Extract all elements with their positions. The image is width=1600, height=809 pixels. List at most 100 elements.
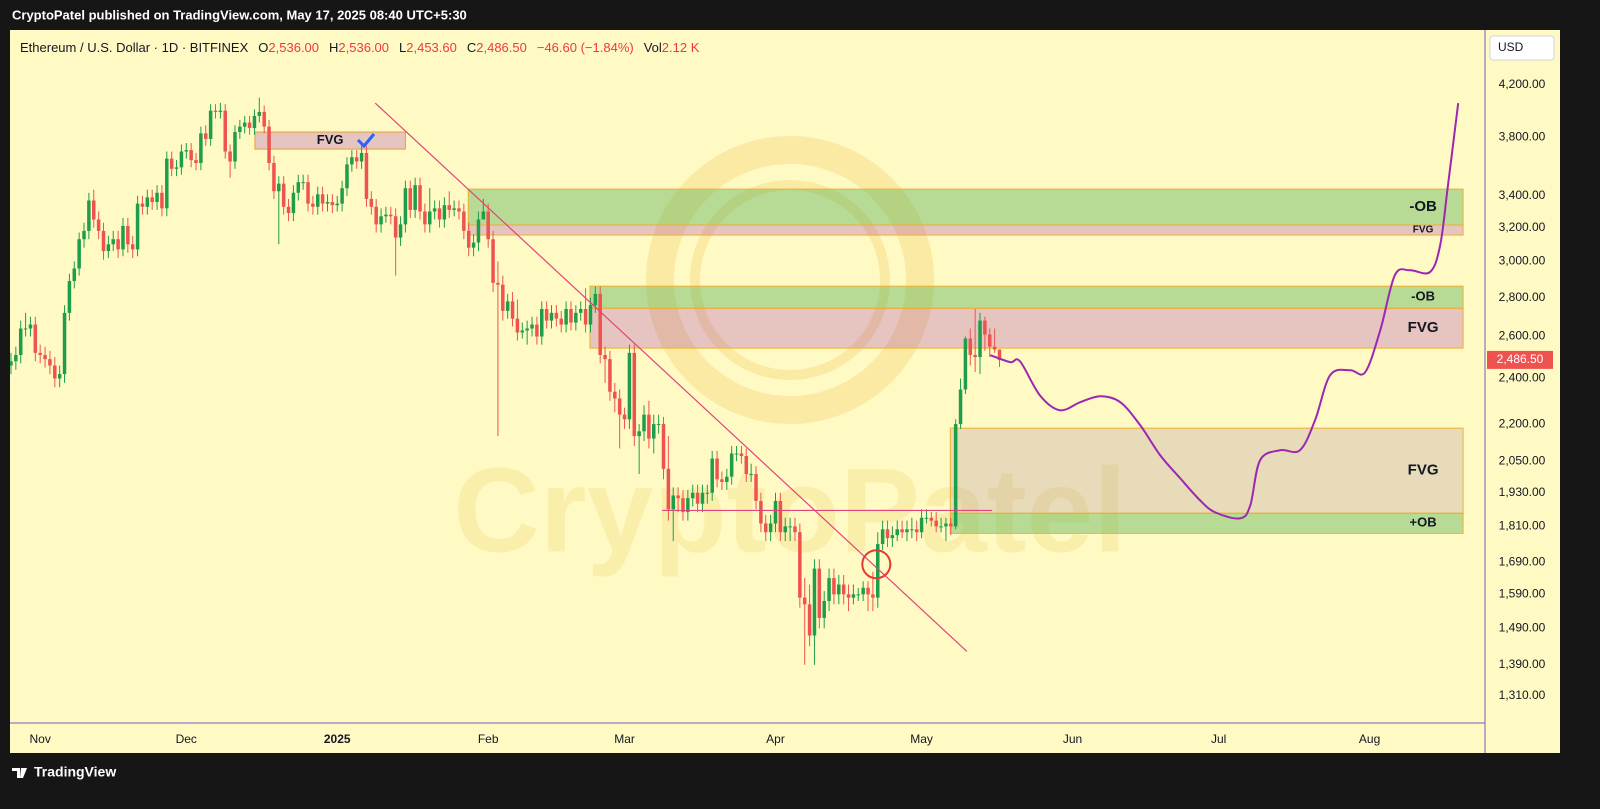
candle-body: [788, 526, 792, 528]
candle-body: [656, 424, 661, 426]
candle-body: [184, 150, 189, 152]
candle-body: [277, 183, 281, 192]
candle-body: [374, 206, 378, 225]
projection: [989, 102, 1460, 520]
candle-body: [647, 414, 651, 439]
candle-body: [384, 214, 388, 217]
candle-body: [291, 192, 296, 214]
candle-body: [992, 346, 997, 350]
x-tick-label: Dec: [176, 732, 197, 746]
ohlc-key: L: [399, 40, 407, 55]
candle-body: [364, 152, 369, 199]
candle-body: [535, 324, 539, 337]
y-tick-label: 3,200.00: [1499, 220, 1546, 234]
candle-body: [23, 328, 28, 330]
candle-body: [199, 133, 203, 163]
candle-body: [18, 328, 23, 355]
candle-body: [379, 216, 383, 225]
ohlc-value: 2,536.00: [268, 40, 320, 55]
candle-body: [247, 122, 252, 128]
candle-body: [135, 203, 140, 250]
legend: Ethereum / U.S. Dollar · 1D · BITFINEX O…: [20, 40, 699, 55]
candle-body: [369, 198, 374, 207]
candle-body: [817, 568, 822, 618]
candle-body: [57, 374, 62, 379]
x-tick-label: Apr: [766, 732, 785, 746]
zone: [254, 131, 406, 150]
y-tick-label: 1,390.00: [1499, 657, 1546, 671]
candle-body: [637, 431, 641, 437]
candle-body: [165, 158, 169, 209]
candle-body: [72, 268, 77, 282]
check-mark: [356, 133, 376, 149]
candle-body: [861, 587, 865, 595]
plot: [10, 97, 1464, 665]
x-tick-label: Nov: [30, 732, 51, 746]
candle-body: [827, 578, 831, 601]
candle-body: [14, 354, 18, 362]
candle-body: [462, 211, 466, 231]
candle-body: [890, 535, 895, 539]
candle-body: [330, 202, 335, 206]
candle-body: [432, 208, 437, 212]
candle-body: [798, 532, 802, 598]
candle-body: [603, 354, 607, 360]
x-tick-label: Aug: [1359, 732, 1380, 746]
candle-body: [968, 338, 973, 355]
candle-body: [213, 110, 218, 112]
candle-body: [510, 301, 515, 319]
y-tick-label: 1,690.00: [1499, 555, 1546, 569]
x-tick-label: Jun: [1063, 732, 1082, 746]
candle-body: [525, 328, 529, 331]
zone: [589, 307, 1464, 349]
ohlc-value: 2,536.00: [338, 40, 390, 55]
zone-label: +OB: [1410, 515, 1437, 530]
candle-body: [423, 211, 427, 225]
candle-body: [544, 308, 549, 321]
candle-body: [145, 197, 150, 207]
candle-body: [900, 529, 904, 533]
zone: [949, 512, 1464, 534]
candle-body: [296, 182, 301, 193]
candle-body: [671, 495, 675, 510]
candle-body: [905, 529, 909, 533]
currency-box[interactable]: [1489, 35, 1555, 61]
candle-body: [208, 110, 213, 139]
candle-body: [126, 225, 130, 245]
candle-body: [939, 526, 943, 528]
candle-body: [549, 312, 554, 321]
candle-body: [608, 359, 612, 392]
volume-key: Vol: [643, 40, 662, 55]
candle-body: [481, 211, 486, 220]
candle-body: [666, 468, 671, 510]
y-tick-label: 3,400.00: [1499, 188, 1546, 202]
candle-body: [28, 324, 33, 329]
brand-logo: [12, 768, 27, 778]
candle-body: [910, 529, 914, 531]
candle-body: [725, 476, 729, 482]
candle-body: [262, 111, 266, 127]
y-tick-label: 1,490.00: [1499, 621, 1546, 635]
zone: [467, 224, 1464, 236]
candle-body: [734, 453, 739, 455]
candle-body: [496, 282, 500, 285]
candle-body: [189, 150, 193, 161]
candle-body: [958, 389, 963, 425]
candle-body: [681, 498, 685, 513]
candle-body: [242, 122, 247, 127]
candle-body: [121, 225, 125, 250]
candle-body: [218, 110, 223, 112]
trend-line: [374, 102, 968, 652]
candle-body: [739, 453, 744, 457]
candle-body: [476, 219, 481, 243]
candle-body: [764, 523, 768, 533]
candle-body: [67, 281, 72, 313]
candle-body: [588, 305, 593, 325]
candle-body: [944, 523, 948, 527]
candle-body: [642, 414, 646, 432]
candle-body: [851, 594, 856, 598]
candle-body: [540, 308, 544, 337]
zone-label: FVG: [317, 132, 344, 147]
candle-body: [802, 597, 807, 605]
candle-body: [710, 458, 714, 493]
